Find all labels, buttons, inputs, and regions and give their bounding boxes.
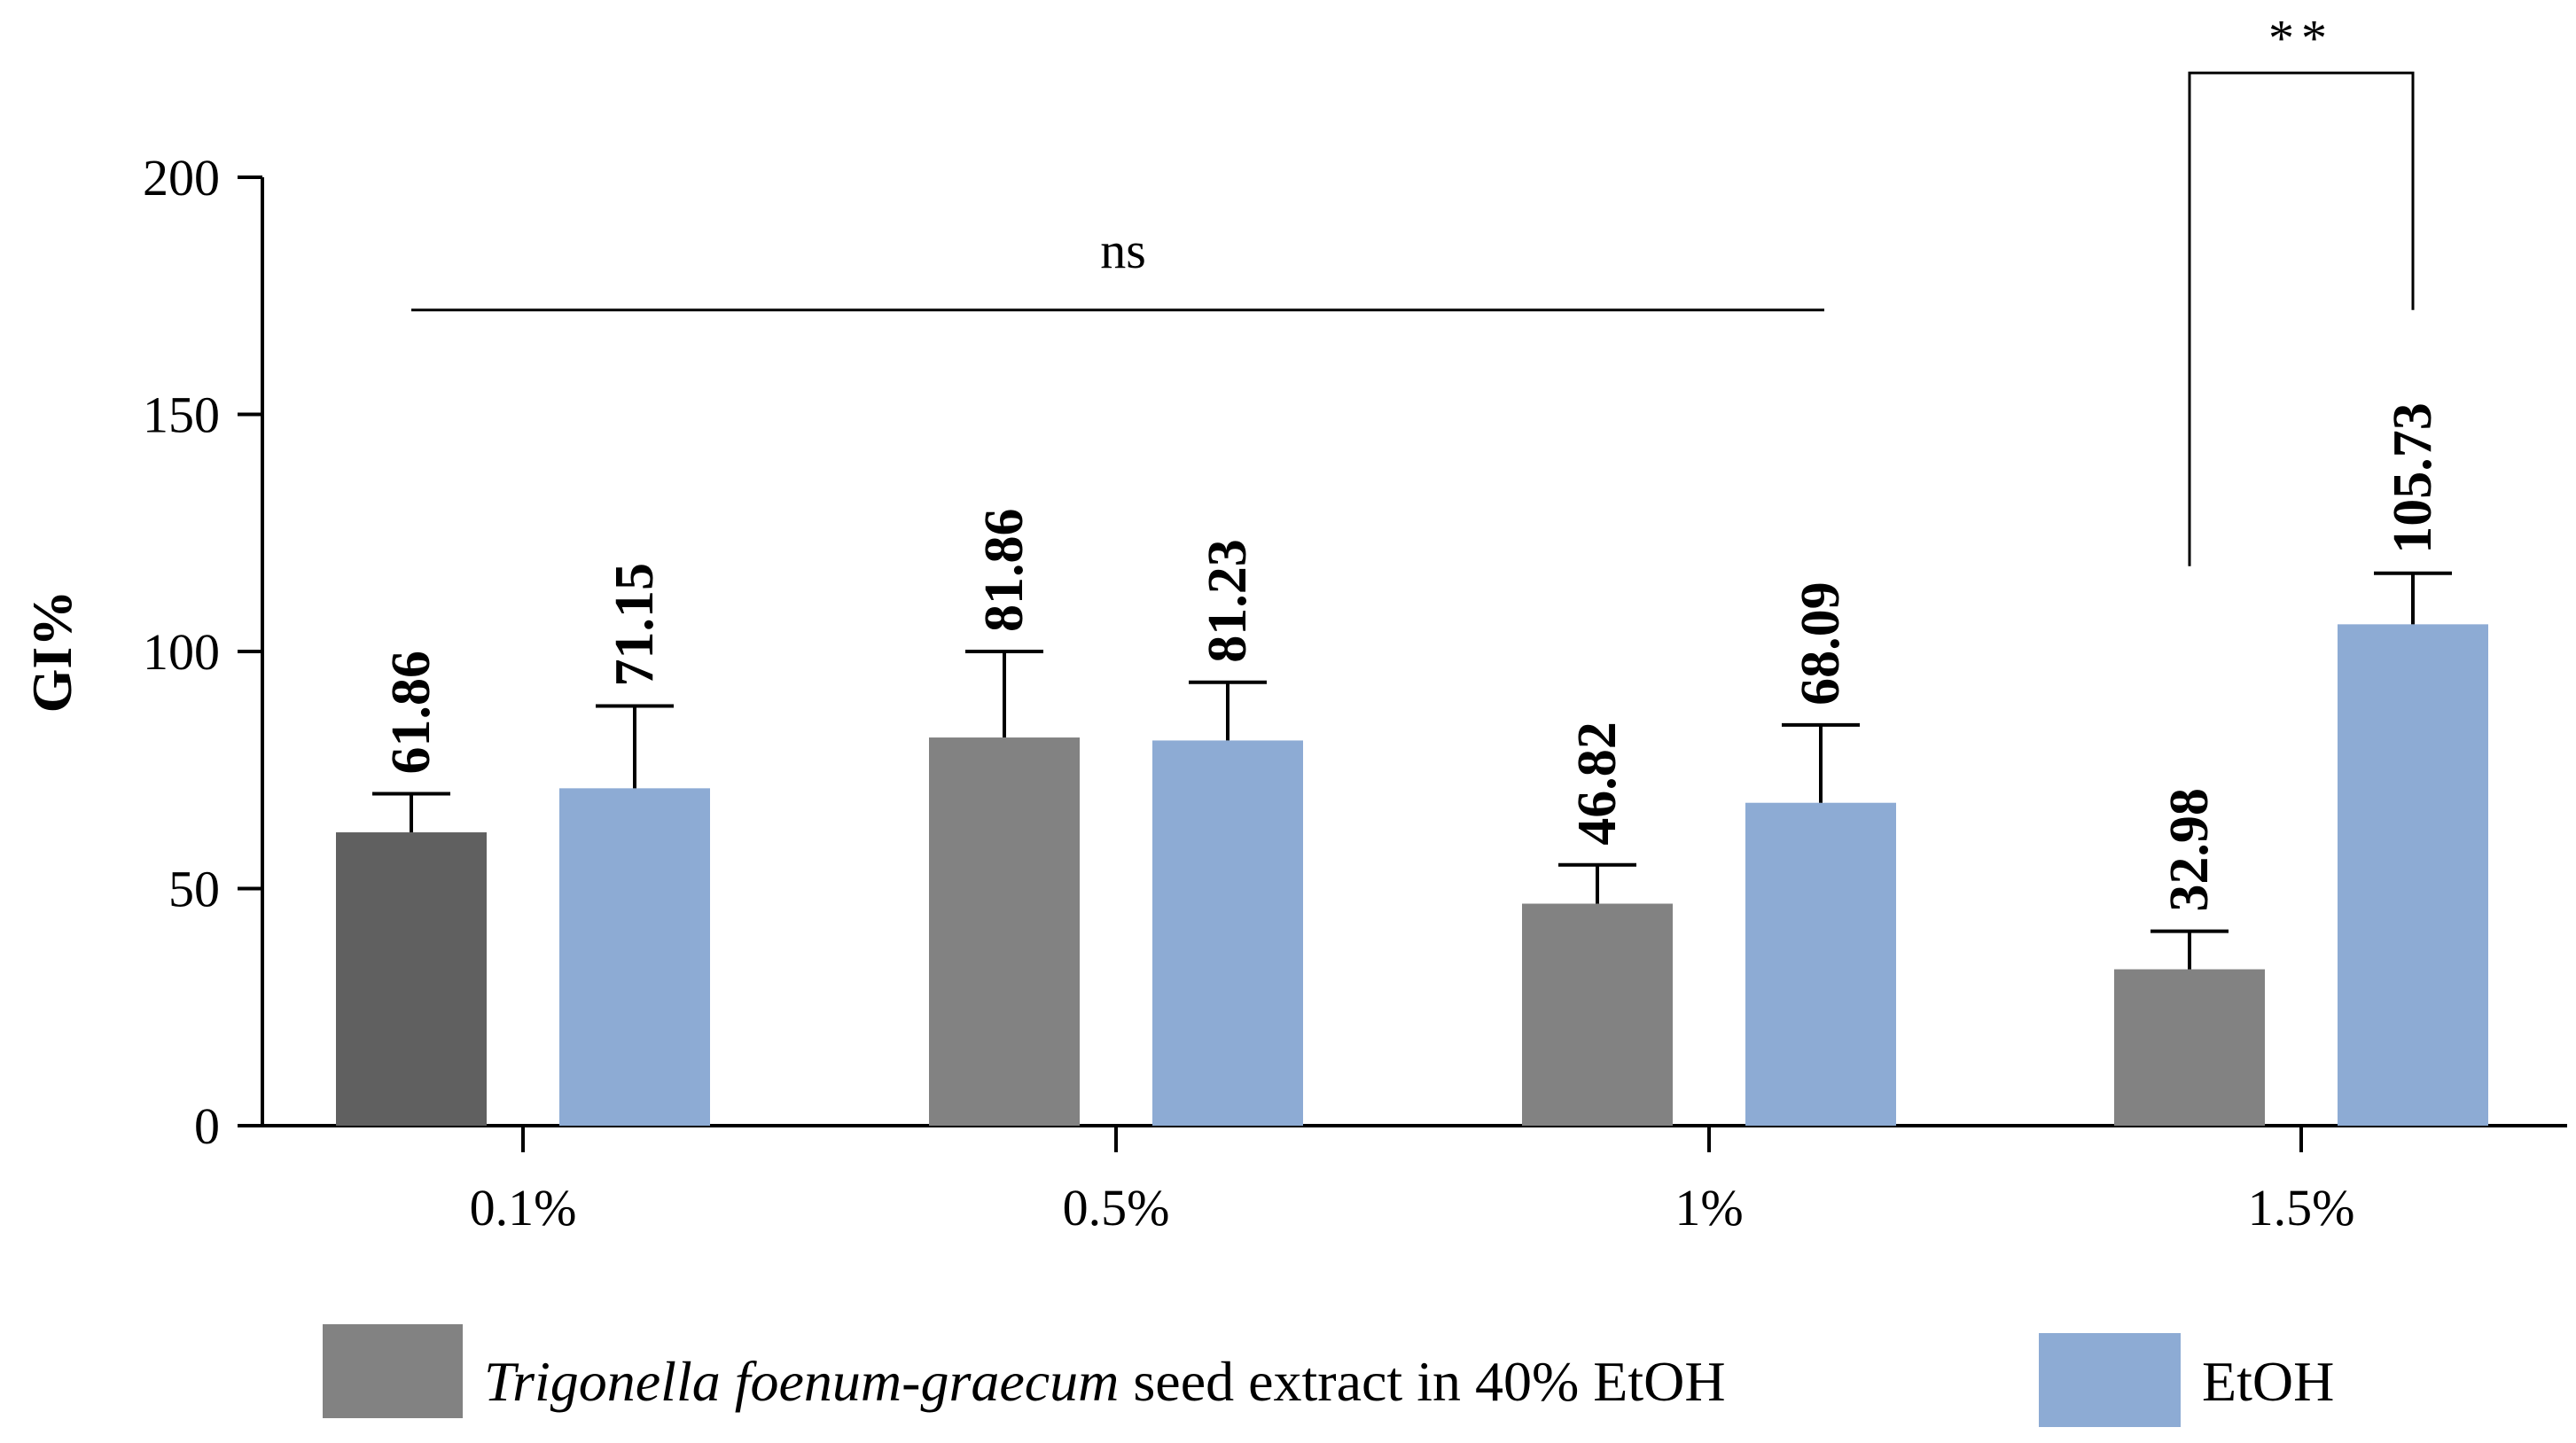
legend-label-extract: Trigonella foenum-graecum seed extract i…: [484, 1350, 1726, 1413]
data-label: 81.86: [974, 509, 1034, 633]
legend-swatch-etoh: [2039, 1333, 2181, 1427]
legend-label-etoh: EtOH: [2202, 1350, 2334, 1413]
data-label: 61.86: [381, 651, 441, 775]
y-tick-label: 0: [194, 1097, 220, 1155]
significance-bracket: [2188, 71, 2415, 566]
data-label: 81.23: [1198, 539, 1258, 663]
legend-swatch-extract: [323, 1324, 463, 1418]
data-label: 68.09: [1791, 581, 1851, 706]
x-tick-label: 0.5%: [1063, 1179, 1170, 1236]
data-label: 46.82: [1567, 722, 1628, 846]
x-tick-label: 0.1%: [470, 1179, 577, 1236]
error-bars: [372, 571, 2452, 970]
bar-series1-0_1_: [336, 832, 487, 1126]
legend-label-extract-rest: seed extract in 40% EtOH: [1119, 1350, 1725, 1413]
data-label: 32.98: [2159, 788, 2220, 912]
bar-series2-0_1_: [559, 788, 710, 1126]
significance-label: **: [2268, 9, 2334, 66]
bar-series1-0_5_: [929, 737, 1080, 1126]
legend-label-extract-italic: Trigonella foenum-graecum: [484, 1350, 1119, 1413]
x-tick-label: 1%: [1674, 1179, 1743, 1236]
bar-series2-1_5_: [2338, 624, 2488, 1126]
bar-series1-1_5_: [2114, 969, 2265, 1126]
ns-label: ns: [1100, 222, 1146, 279]
x-tick-label: 1.5%: [2248, 1179, 2355, 1236]
bar-series2-1_: [1745, 802, 1896, 1126]
bars: [336, 624, 2488, 1126]
bar-series1-1_: [1522, 903, 1673, 1126]
y-tick-label: 100: [143, 623, 220, 681]
y-tick-label: 50: [168, 861, 220, 918]
axes: 0 50 100 150 200 GI% 0.1% 0.5% 1% 1.5%: [20, 149, 2567, 1236]
significance-annotations: ns **: [411, 9, 2415, 566]
y-axis-title: GI%: [20, 590, 83, 714]
data-labels: 61.86 81.86 46.82 32.98 71.15 81.23 68.09 105.7…: [381, 402, 2443, 911]
data-label: 71.15: [605, 563, 665, 687]
y-tick-label: 200: [143, 149, 220, 207]
bar-series2-0_5_: [1152, 740, 1303, 1126]
y-tick-label: 150: [143, 386, 220, 444]
data-label: 105.73: [2383, 402, 2443, 554]
legend: Trigonella foenum-graecum seed extract i…: [323, 1324, 2334, 1427]
